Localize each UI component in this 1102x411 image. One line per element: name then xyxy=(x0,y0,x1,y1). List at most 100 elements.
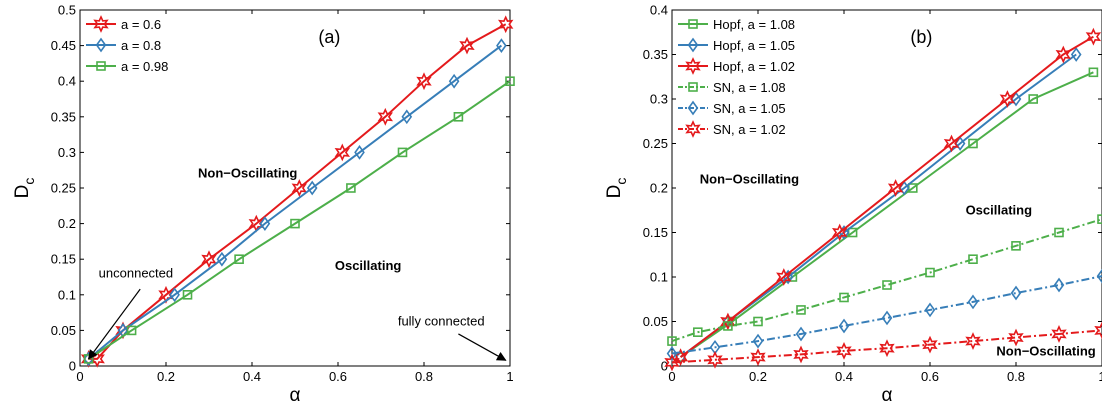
y-tick-label: 0.05 xyxy=(51,323,76,338)
data-point xyxy=(999,90,1016,108)
data-point xyxy=(836,341,852,360)
data-point xyxy=(882,280,892,290)
y-tick-label: 0.35 xyxy=(51,109,76,124)
legend-label: Hopf, a = 1.05 xyxy=(713,38,795,53)
data-point xyxy=(290,218,300,229)
data-point xyxy=(459,36,475,55)
y-tick-label: 0 xyxy=(69,359,76,374)
x-tick-label: 0.4 xyxy=(835,369,853,384)
panel-label: (b) xyxy=(910,27,932,47)
series-5 xyxy=(664,321,1102,372)
y-tick-label: 0 xyxy=(661,359,668,374)
series-3 xyxy=(667,214,1102,346)
annotation-label: fully connected xyxy=(398,313,485,328)
data-point xyxy=(1070,47,1082,62)
data-point xyxy=(1097,214,1102,224)
data-point xyxy=(234,254,244,264)
data-point xyxy=(1096,268,1102,284)
legend-label: a = 0.98 xyxy=(121,59,168,74)
series-line xyxy=(671,275,1102,355)
annotation-label: Non−Oscillating xyxy=(700,172,799,187)
x-tick-label: 0 xyxy=(668,369,675,384)
data-point xyxy=(664,353,680,372)
chart-panel-a: 0 0.2 0.4 0.6 0.8 1 0 0.05 0.1 0.15 0.2 0.25 0.3 0.35… xyxy=(12,3,515,406)
legend-label: a = 0.6 xyxy=(121,17,161,32)
x-tick-label: 0.2 xyxy=(157,369,175,384)
legend-item: Hopf, a = 1.08 xyxy=(678,17,795,32)
data-point xyxy=(401,109,413,125)
y-tick-label: 0.2 xyxy=(58,216,76,231)
y-tick-label: 0.25 xyxy=(643,136,668,151)
data-point xyxy=(667,336,677,346)
y-axis-label: Dc xyxy=(604,178,629,199)
data-point xyxy=(720,312,736,331)
y-tick-label: 0.5 xyxy=(58,3,76,18)
data-point xyxy=(967,294,979,310)
legend-marker xyxy=(688,19,698,29)
data-point xyxy=(505,76,515,86)
data-point xyxy=(453,112,464,122)
data-point xyxy=(496,38,507,53)
x-axis-label: α xyxy=(290,385,301,406)
series-1 xyxy=(83,38,507,367)
data-point xyxy=(377,107,394,126)
legend-marker xyxy=(93,15,109,33)
data-point xyxy=(291,179,308,197)
legend-item: a = 0.8 xyxy=(86,37,161,53)
x-tick-label: 1 xyxy=(1098,369,1102,384)
y-axis-label-subscript: c xyxy=(21,178,37,185)
data-point xyxy=(965,332,981,350)
legend-item: Hopf, a = 1.05 xyxy=(678,37,795,53)
data-point xyxy=(692,327,703,337)
annotation-arrow xyxy=(458,333,507,361)
y-tick-label: 0.35 xyxy=(643,47,668,62)
data-point xyxy=(1055,45,1072,64)
legend-item: SN, a = 1.02 xyxy=(678,120,786,138)
x-tick-label: 0.8 xyxy=(415,369,433,384)
y-tick-label: 0.3 xyxy=(58,145,76,160)
legend-item: Hopf, a = 1.02 xyxy=(678,57,795,75)
data-point xyxy=(1053,277,1065,293)
data-point xyxy=(259,216,271,231)
legend-marker xyxy=(687,100,699,116)
data-point xyxy=(707,350,723,369)
legend-item: a = 0.98 xyxy=(86,59,168,74)
data-point xyxy=(216,251,228,267)
legend-label: Hopf, a = 1.02 xyxy=(713,59,795,74)
legend-marker xyxy=(685,57,701,75)
y-axis-label: Dc xyxy=(12,178,37,199)
annotation-label: Oscillating xyxy=(335,258,402,273)
legend: Hopf, a = 1.08 Hopf, a = 1.05 Hopf, a = 1.… xyxy=(678,17,795,138)
series-4 xyxy=(666,268,1102,361)
legend-marker xyxy=(688,82,698,92)
y-tick-label: 0.15 xyxy=(643,225,668,240)
data-point xyxy=(416,72,432,91)
data-point xyxy=(201,250,217,269)
y-tick-label: 0.05 xyxy=(643,314,668,329)
legend-item: SN, a = 1.05 xyxy=(678,100,786,116)
data-point xyxy=(182,289,193,300)
annotation-label: unconnected xyxy=(99,266,173,281)
data-point xyxy=(666,346,678,361)
x-tick-label: 0.8 xyxy=(1007,369,1025,384)
data-point xyxy=(968,254,978,264)
chart-panel-b: 0 0.2 0.4 0.6 0.8 1 0 0.05 0.1 0.15 0.2 0.25 0.3 0.35… xyxy=(604,3,1102,406)
data-point xyxy=(776,268,792,286)
data-point xyxy=(795,326,807,342)
legend-label: a = 0.8 xyxy=(121,38,161,53)
data-point xyxy=(922,335,938,354)
data-point xyxy=(793,345,809,364)
data-point xyxy=(879,339,895,358)
legend-marker xyxy=(96,61,106,71)
annotation-label: Non−Oscillating xyxy=(996,343,1095,358)
x-tick-label: 0.6 xyxy=(329,369,347,384)
legend-label: SN, a = 1.08 xyxy=(713,80,786,95)
data-point xyxy=(838,318,850,334)
legend-marker xyxy=(685,120,701,138)
data-point xyxy=(924,302,936,318)
legend: a = 0.6 a = 0.8 a = 0.98 xyxy=(86,15,168,74)
data-point xyxy=(1051,325,1067,343)
y-tick-label: 0.3 xyxy=(650,92,668,107)
